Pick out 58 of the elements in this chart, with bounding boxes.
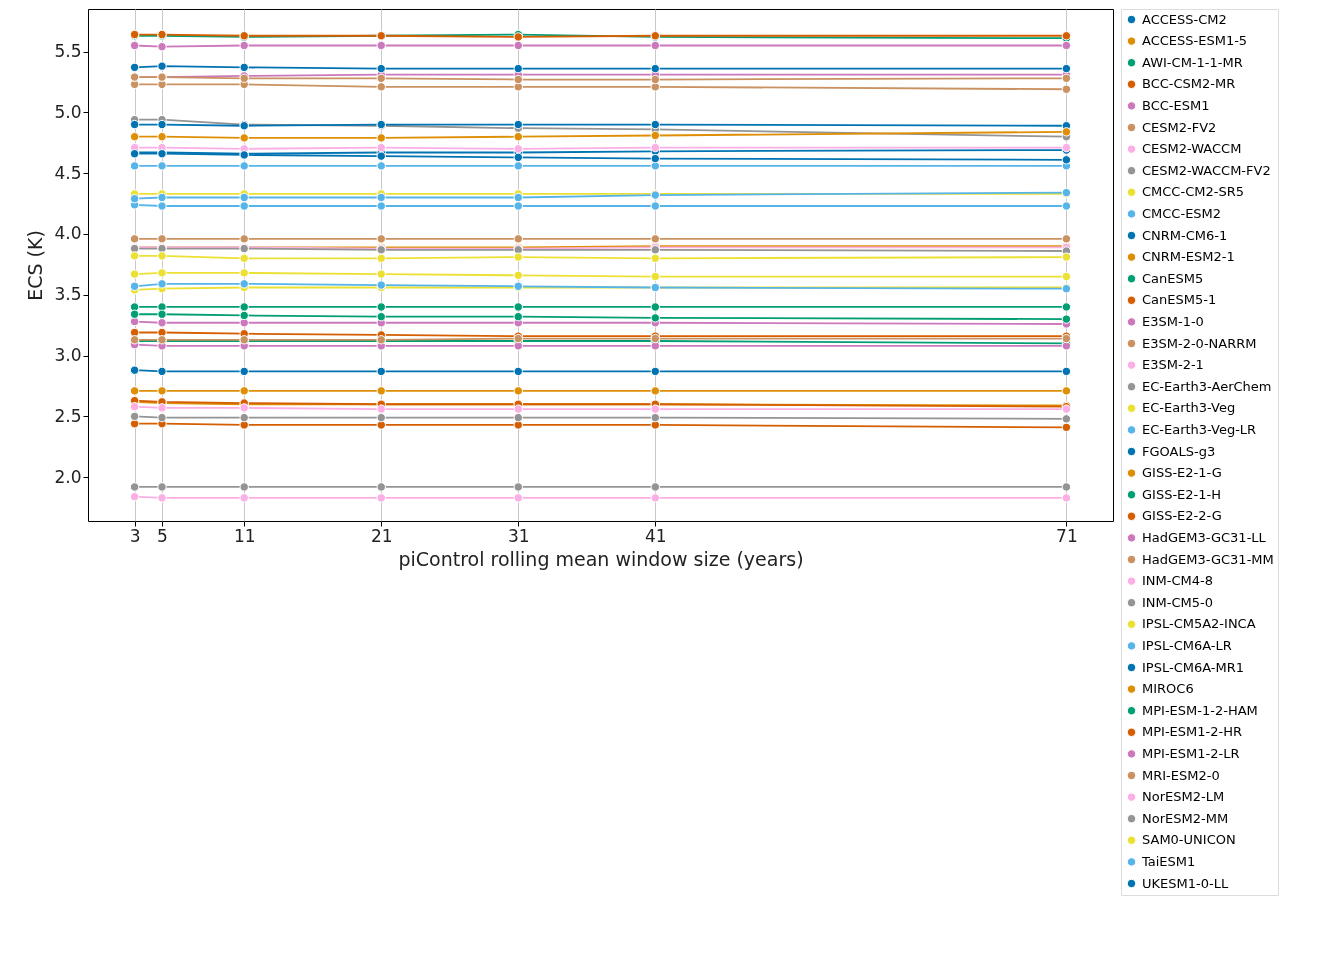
legend-label: CanESM5 xyxy=(1142,270,1204,286)
x-tick-label: 71 xyxy=(1056,525,1078,546)
y-tick-label: 3.5 xyxy=(54,284,82,305)
legend-label: SAM0-UNICON xyxy=(1142,832,1236,848)
legend-label: EC-Earth3-Veg xyxy=(1142,400,1236,416)
legend-label: CESM2-WACCM xyxy=(1142,141,1242,157)
legend-label: CMCC-ESM2 xyxy=(1142,205,1222,221)
legend-label: GISS-E2-1-G xyxy=(1142,465,1222,481)
y-axis-title: ECS (K) xyxy=(24,230,47,301)
x-tick-label: 11 xyxy=(233,525,256,546)
legend-label: MPI-ESM-1-2-HAM xyxy=(1142,702,1258,718)
y-tick-label: 4.5 xyxy=(54,162,82,183)
legend-label: MRI-ESM2-0 xyxy=(1142,767,1220,783)
legend-label: CNRM-CM6-1 xyxy=(1142,227,1228,243)
x-axis-title: piControl rolling mean window size (years) xyxy=(398,547,804,570)
x-tick-label: 31 xyxy=(507,525,530,546)
legend-label: CNRM-ESM2-1 xyxy=(1142,249,1235,265)
legend-label: EC-Earth3-AerChem xyxy=(1142,378,1272,394)
legend-label: E3SM-2-0-NARRM xyxy=(1142,335,1257,351)
legend-label: NorESM2-LM xyxy=(1142,789,1225,805)
y-tick-label: 5.0 xyxy=(54,101,82,122)
y-tick-label: 4.0 xyxy=(54,223,82,244)
legend-label: CanESM5-1 xyxy=(1142,292,1217,308)
legend-label: IPSL-CM6A-MR1 xyxy=(1142,659,1245,675)
legend-label: NorESM2-MM xyxy=(1142,810,1229,826)
legend-label: FGOALS-g3 xyxy=(1142,443,1216,459)
legend-label: GISS-E2-2-G xyxy=(1142,508,1222,524)
legend-label: HadGEM3-GC31-MM xyxy=(1142,551,1274,567)
y-tick-label: 2.5 xyxy=(54,405,82,426)
legend-label: E3SM-1-0 xyxy=(1142,313,1204,329)
legend-label: BCC-ESM1 xyxy=(1142,97,1210,113)
legend-label: BCC-CSM2-MR xyxy=(1142,76,1236,92)
legend-label: E3SM-2-1 xyxy=(1142,357,1204,373)
legend-label: INM-CM5-0 xyxy=(1142,594,1213,610)
y-tick-label: 3.0 xyxy=(54,345,82,366)
legend-label: EC-Earth3-Veg-LR xyxy=(1142,421,1257,437)
legend-label: MPI-ESM1-2-HR xyxy=(1142,724,1242,740)
legend-label: INM-CM4-8 xyxy=(1142,573,1213,589)
legend-label: IPSL-CM6A-LR xyxy=(1142,637,1232,653)
legend-label: ACCESS-CM2 xyxy=(1142,11,1227,27)
legend-label: HadGEM3-GC31-LL xyxy=(1142,529,1267,545)
y-tick-label: 2.0 xyxy=(54,466,82,487)
x-tick-label: 5 xyxy=(157,525,168,546)
legend-label: UKESM1-0-LL xyxy=(1142,875,1229,891)
legend-label: CESM2-WACCM-FV2 xyxy=(1142,162,1271,178)
legend-label: GISS-E2-1-H xyxy=(1142,486,1222,502)
legend-label: MPI-ESM1-2-LR xyxy=(1142,745,1240,761)
legend-label: CESM2-FV2 xyxy=(1142,119,1217,135)
legend-label: AWI-CM-1-1-MR xyxy=(1142,54,1243,70)
legend-label: IPSL-CM5A2-INCA xyxy=(1142,616,1256,632)
legend-label: TaiESM1 xyxy=(1141,853,1196,869)
x-tick-label: 41 xyxy=(644,525,667,546)
y-tick-label: 5.5 xyxy=(54,41,82,62)
legend-label: ACCESS-ESM1-5 xyxy=(1142,33,1248,49)
legend-label: MIROC6 xyxy=(1142,681,1194,697)
legend-label: CMCC-CM2-SR5 xyxy=(1142,184,1244,200)
x-tick-label: 21 xyxy=(370,525,393,546)
x-tick-label: 3 xyxy=(129,525,141,546)
